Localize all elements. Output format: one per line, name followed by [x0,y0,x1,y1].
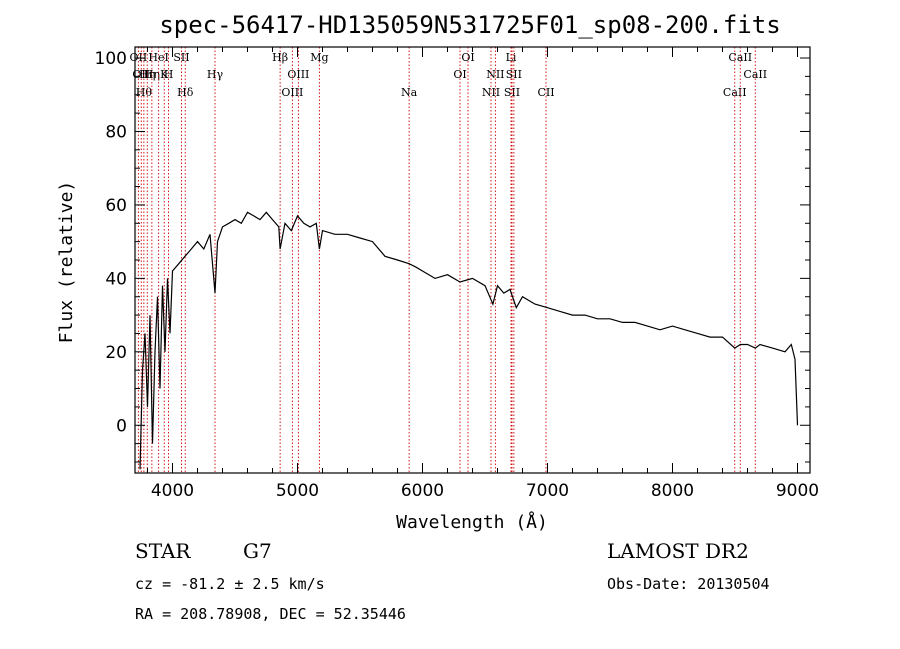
coordinates-text: RA = 208.78908, DEC = 52.35446 [135,605,406,623]
plot-frame [134,46,811,474]
spectral-line-label: K [160,68,169,81]
spectral-line-label: HeI [148,51,168,64]
spectral-line-label: OII [130,51,148,64]
spectral-line-label: Na [401,86,418,99]
spectral-line-label: OII [132,68,150,81]
y-tick-label: 0 [116,416,127,436]
spectral-line-label: NII [482,86,500,99]
spectral-line-label: Hθ [136,86,153,99]
spectral-line-label: OIII [287,68,309,81]
y-tick-label: 80 [105,122,127,142]
spectral-line-label: CaII [728,51,752,64]
spectral-line-label: CaII [723,86,747,99]
axis-ticks: 4000 5000 6000 7000 8000 9000 0 20 40 60 80 100 [95,47,819,501]
spectral-line-label: Hγ [207,68,224,81]
spectral-line-label: OIII [281,86,303,99]
x-tick-label: 9000 [776,481,819,501]
spectral-line-label: SII [173,51,189,64]
x-tick-label: 8000 [651,481,694,501]
spectral-line-label: NII [486,68,504,81]
spectral-line-label: OI [453,68,466,81]
chart-title: spec-56417-HD135059N531725F01_sp08-200.f… [159,11,780,39]
x-tick-label: 7000 [526,481,569,501]
spectral-line-label: Li [506,51,517,64]
object-class: STAR [135,539,191,563]
x-axis-label: Wavelength (Å) [396,511,548,533]
x-tick-label: 4000 [151,481,194,501]
spectral-line-label: Hη [139,68,155,81]
x-tick-label: 6000 [401,481,444,501]
spectral-line-label: Hη [144,68,160,81]
spectral-line-label: CII [537,86,554,99]
object-subclass: G7 [243,539,272,563]
spectral-line-label: CaII [743,68,767,81]
y-tick-label: 60 [105,196,127,216]
redshift-text: cz = -81.2 ± 2.5 km/s [135,575,325,593]
spectral-line-label: OI [461,51,474,64]
y-tick-label: 20 [105,343,127,363]
spectral-line-markers: OIIOIIHθHηHηHeIKHSIIHδHγHβOIIIOIIIMgNaOI… [130,47,767,473]
obs-date-text: Obs-Date: 20130504 [607,575,770,593]
spectral-line-label: H [164,68,174,81]
spectral-line-label: Hδ [177,86,194,99]
survey-name: LAMOST DR2 [607,539,749,563]
spectral-line-label: SII [506,68,522,81]
spectral-line-label: SII [504,86,520,99]
spectral-line-label: Hβ [272,51,288,64]
y-axis-label: Flux (relative) [56,181,77,344]
y-tick-label: 100 [95,49,127,69]
spectrum-line [139,211,799,470]
y-tick-label: 40 [105,269,127,289]
x-tick-label: 5000 [276,481,319,501]
spectral-line-label: Mg [310,51,328,64]
